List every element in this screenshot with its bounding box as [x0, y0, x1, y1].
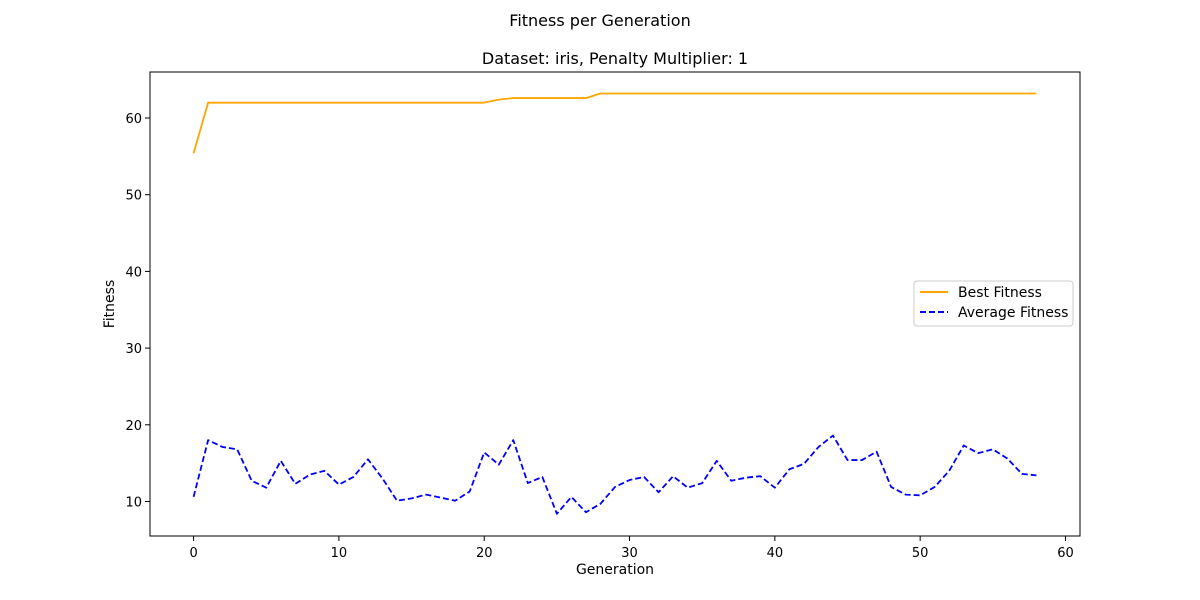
x-tick-label: 60: [1057, 546, 1074, 561]
legend-label-average-fitness: Average Fitness: [958, 305, 1068, 321]
y-tick-label: 20: [125, 419, 142, 434]
x-tick-label: 10: [331, 546, 348, 561]
series-line-average-fitness: [192, 434, 1037, 515]
x-axis: 0 10 20 30 40 50 60: [189, 536, 1074, 561]
legend: Best Fitness Average Fitness: [913, 280, 1074, 327]
x-tick-label: 50: [912, 546, 929, 561]
x-tick-label: 30: [621, 546, 638, 561]
y-tick-label: 50: [125, 189, 142, 204]
y-tick-label: 60: [125, 112, 142, 127]
y-axis: 10 20 30 40 50 60: [125, 112, 150, 510]
x-axis-label: Generation: [576, 562, 654, 578]
chart-title: Dataset: iris, Penalty Multiplier: 1: [482, 49, 748, 68]
y-tick-label: 10: [125, 495, 142, 510]
figure-suptitle: Fitness per Generation: [509, 11, 690, 30]
series-layer: [192, 92, 1037, 515]
y-axis-label: Fitness: [102, 280, 118, 329]
x-tick-label: 0: [189, 546, 197, 561]
y-tick-label: 40: [125, 265, 142, 280]
x-tick-label: 40: [767, 546, 784, 561]
plot-frame: [149, 71, 1081, 537]
legend-box: [913, 280, 1074, 327]
legend-label-best-fitness: Best Fitness: [958, 285, 1042, 301]
x-tick-label: 20: [476, 546, 493, 561]
y-tick-label: 30: [125, 342, 142, 357]
series-line-best-fitness: [192, 92, 1037, 154]
